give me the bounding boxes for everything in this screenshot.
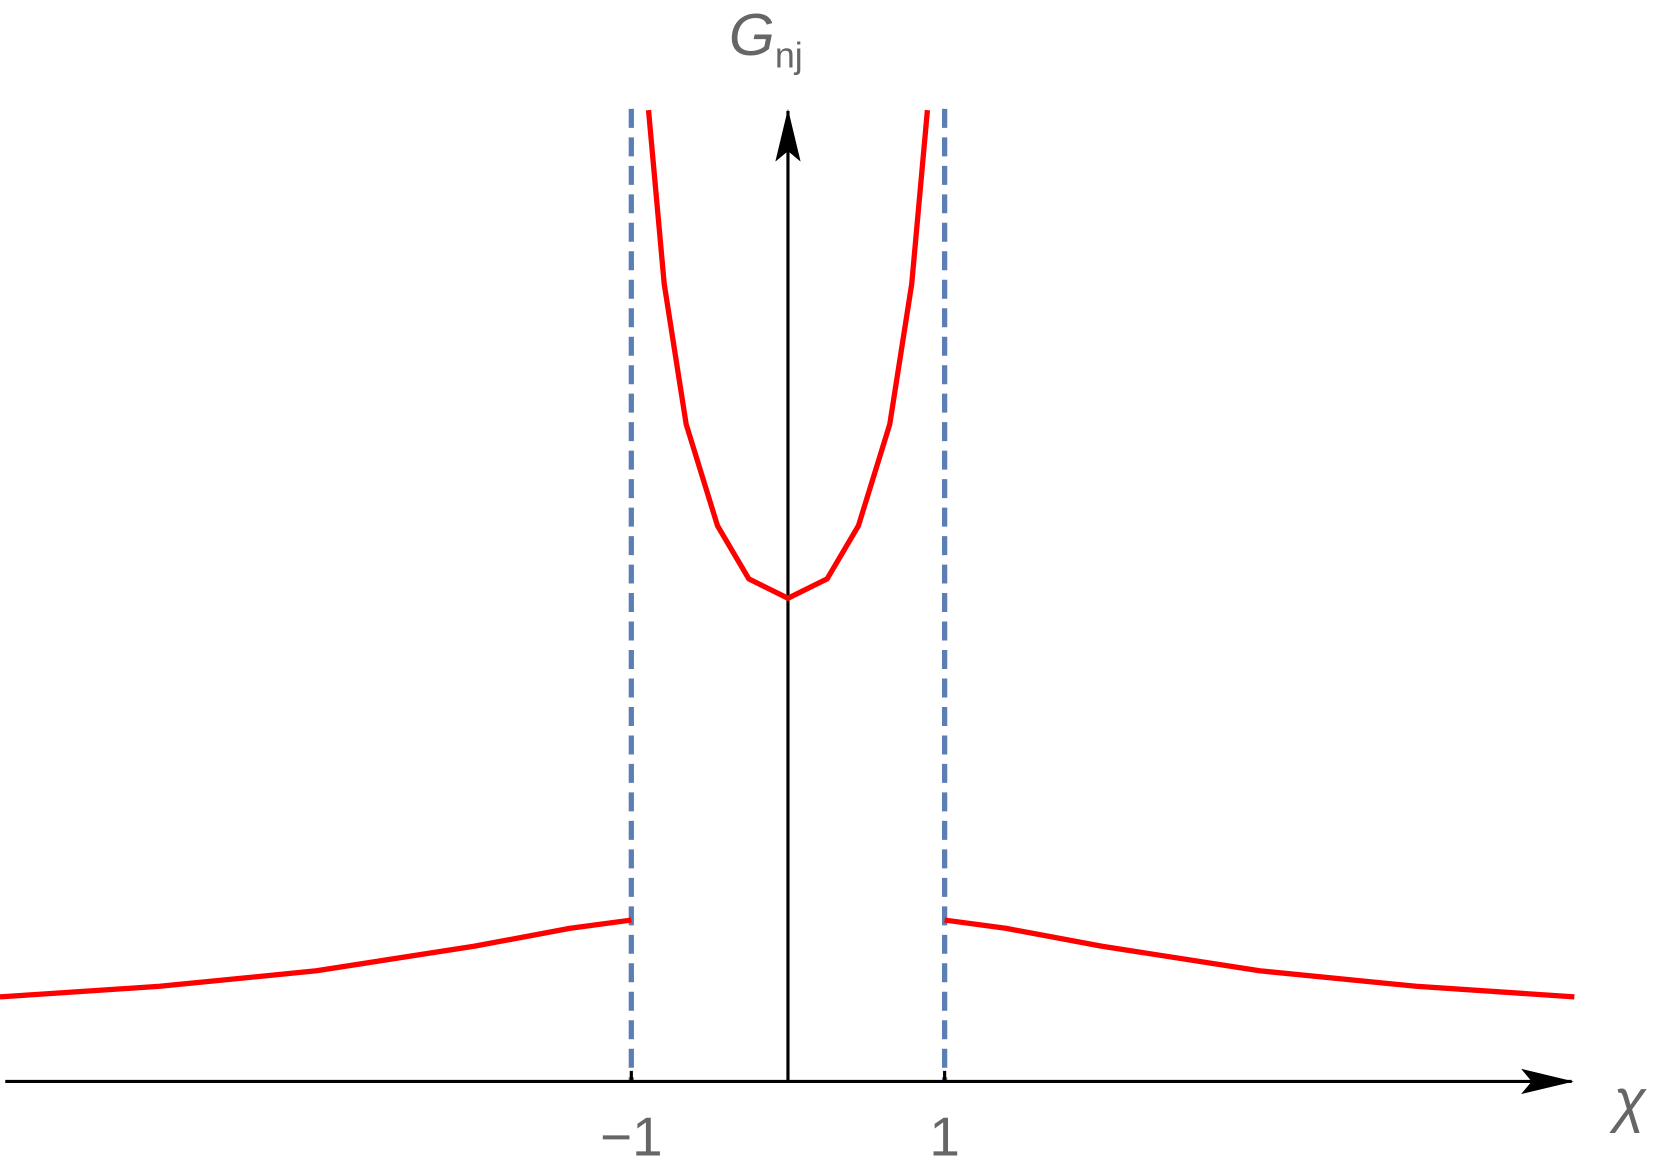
curve (0, 109, 1575, 1000)
x-axis-label: χ (1609, 1067, 1648, 1133)
y-axis-label-main: G (729, 2, 775, 68)
y-axis-label: Gnj (729, 2, 803, 76)
y-axis-label-subscript: nj (775, 36, 803, 76)
x-tick-label: 1 (929, 1105, 960, 1165)
x-tick-label: −1 (600, 1105, 663, 1165)
